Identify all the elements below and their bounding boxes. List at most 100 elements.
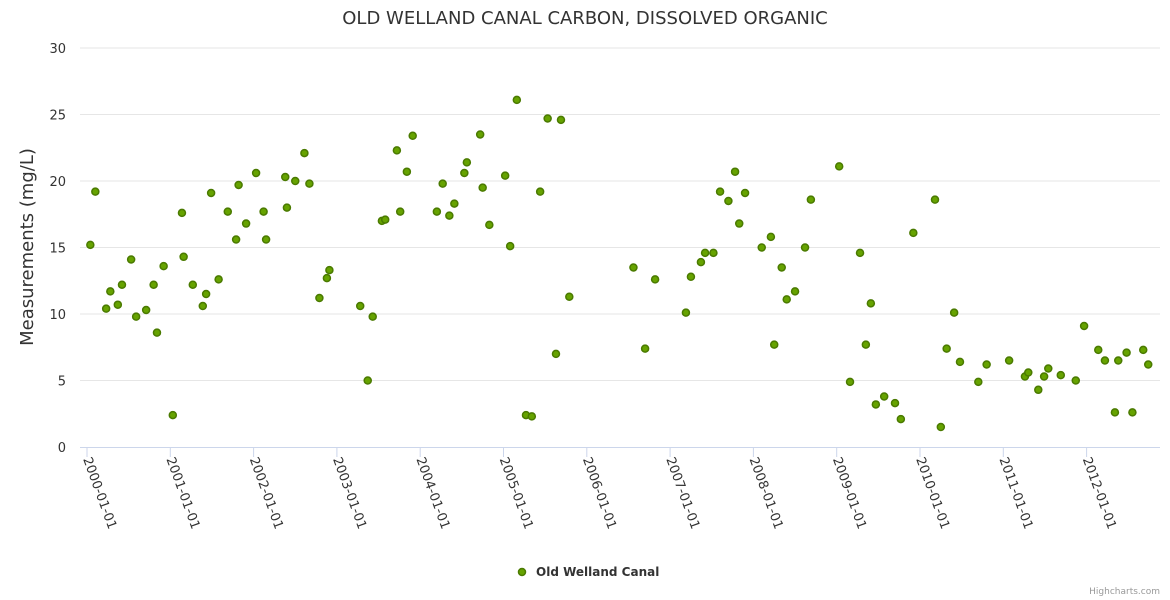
data-point[interactable]	[942, 344, 951, 353]
data-point[interactable]	[715, 187, 725, 196]
data-point[interactable]	[462, 158, 472, 167]
data-point[interactable]	[845, 377, 855, 387]
data-point[interactable]	[1122, 348, 1131, 357]
data-point[interactable]	[282, 203, 292, 212]
data-point[interactable]	[890, 398, 900, 408]
data-point[interactable]	[168, 410, 178, 420]
data-point[interactable]	[206, 188, 216, 198]
data-point[interactable]	[1056, 370, 1066, 380]
data-point[interactable]	[724, 196, 733, 206]
data-point[interactable]	[368, 312, 377, 321]
data-point[interactable]	[535, 187, 545, 196]
data-point[interactable]	[1071, 376, 1081, 385]
data-point[interactable]	[261, 235, 271, 244]
data-point[interactable]	[149, 280, 158, 289]
data-point[interactable]	[556, 115, 566, 125]
data-point[interactable]	[126, 255, 136, 264]
data-point[interactable]	[251, 168, 261, 178]
data-point[interactable]	[909, 228, 918, 238]
data-point[interactable]	[392, 146, 402, 155]
data-point[interactable]	[500, 171, 510, 180]
data-point[interactable]	[450, 199, 459, 208]
data-point[interactable]	[730, 167, 740, 176]
data-point[interactable]	[769, 340, 779, 349]
data-point[interactable]	[1039, 372, 1049, 381]
data-point[interactable]	[1094, 345, 1103, 355]
data-point[interactable]	[485, 220, 494, 230]
data-point[interactable]	[159, 261, 168, 271]
data-point[interactable]	[1114, 356, 1123, 365]
data-point[interactable]	[86, 240, 95, 250]
data-point[interactable]	[408, 131, 417, 141]
data-point[interactable]	[1044, 364, 1053, 373]
data-point[interactable]	[234, 180, 243, 190]
data-point[interactable]	[834, 162, 844, 171]
credits-link[interactable]: Highcharts.com	[1089, 587, 1160, 597]
data-point[interactable]	[363, 376, 372, 385]
data-point[interactable]	[305, 179, 314, 188]
data-point[interactable]	[478, 183, 487, 192]
data-point[interactable]	[179, 252, 188, 262]
data-point[interactable]	[777, 263, 786, 272]
data-point[interactable]	[686, 272, 696, 282]
data-point[interactable]	[640, 344, 650, 353]
data-point[interactable]	[231, 235, 241, 244]
data-point[interactable]	[855, 248, 865, 258]
data-point[interactable]	[214, 275, 223, 284]
data-point[interactable]	[460, 168, 469, 178]
data-point[interactable]	[1128, 408, 1137, 417]
data-point[interactable]	[106, 287, 115, 296]
data-point[interactable]	[198, 301, 208, 311]
data-point[interactable]	[445, 211, 454, 220]
data-point[interactable]	[681, 308, 691, 317]
data-point[interactable]	[949, 308, 959, 317]
data-point[interactable]	[696, 257, 706, 267]
data-point[interactable]	[152, 328, 162, 337]
data-point[interactable]	[402, 167, 412, 176]
data-point[interactable]	[1024, 368, 1033, 377]
data-point[interactable]	[432, 207, 442, 216]
data-point[interactable]	[757, 243, 766, 252]
data-point[interactable]	[188, 280, 198, 289]
data-point[interactable]	[543, 114, 552, 123]
data-point[interactable]	[766, 232, 776, 242]
data-point[interactable]	[930, 195, 940, 204]
data-point[interactable]	[565, 292, 574, 301]
data-point[interactable]	[355, 301, 365, 311]
data-point[interactable]	[1110, 408, 1120, 417]
data-point[interactable]	[974, 377, 983, 387]
data-point[interactable]	[325, 265, 334, 275]
data-point[interactable]	[177, 208, 187, 218]
data-point[interactable]	[1100, 356, 1110, 365]
data-point[interactable]	[1034, 385, 1043, 395]
data-point[interactable]	[91, 187, 100, 196]
data-point[interactable]	[740, 188, 750, 198]
data-point[interactable]	[117, 280, 127, 289]
data-point[interactable]	[551, 349, 561, 359]
data-point[interactable]	[141, 305, 151, 315]
data-point[interactable]	[113, 300, 123, 309]
data-point[interactable]	[782, 295, 791, 304]
data-point[interactable]	[512, 95, 522, 105]
data-point[interactable]	[1143, 360, 1153, 369]
data-point[interactable]	[1138, 345, 1148, 355]
data-point[interactable]	[955, 357, 965, 367]
data-point[interactable]	[527, 412, 537, 421]
data-point[interactable]	[866, 299, 876, 308]
data-point[interactable]	[936, 422, 946, 432]
data-point[interactable]	[241, 219, 251, 228]
data-point[interactable]	[259, 207, 268, 216]
data-point[interactable]	[223, 207, 233, 216]
data-point[interactable]	[438, 179, 447, 188]
data-point[interactable]	[871, 400, 881, 409]
data-point[interactable]	[291, 176, 300, 186]
data-point[interactable]	[380, 215, 390, 224]
data-point[interactable]	[861, 340, 871, 349]
data-point[interactable]	[650, 275, 660, 284]
data-point[interactable]	[505, 241, 515, 251]
data-point[interactable]	[300, 148, 309, 158]
data-point[interactable]	[879, 392, 889, 401]
data-point[interactable]	[475, 130, 485, 139]
data-point[interactable]	[1079, 321, 1089, 331]
data-point[interactable]	[709, 248, 718, 258]
